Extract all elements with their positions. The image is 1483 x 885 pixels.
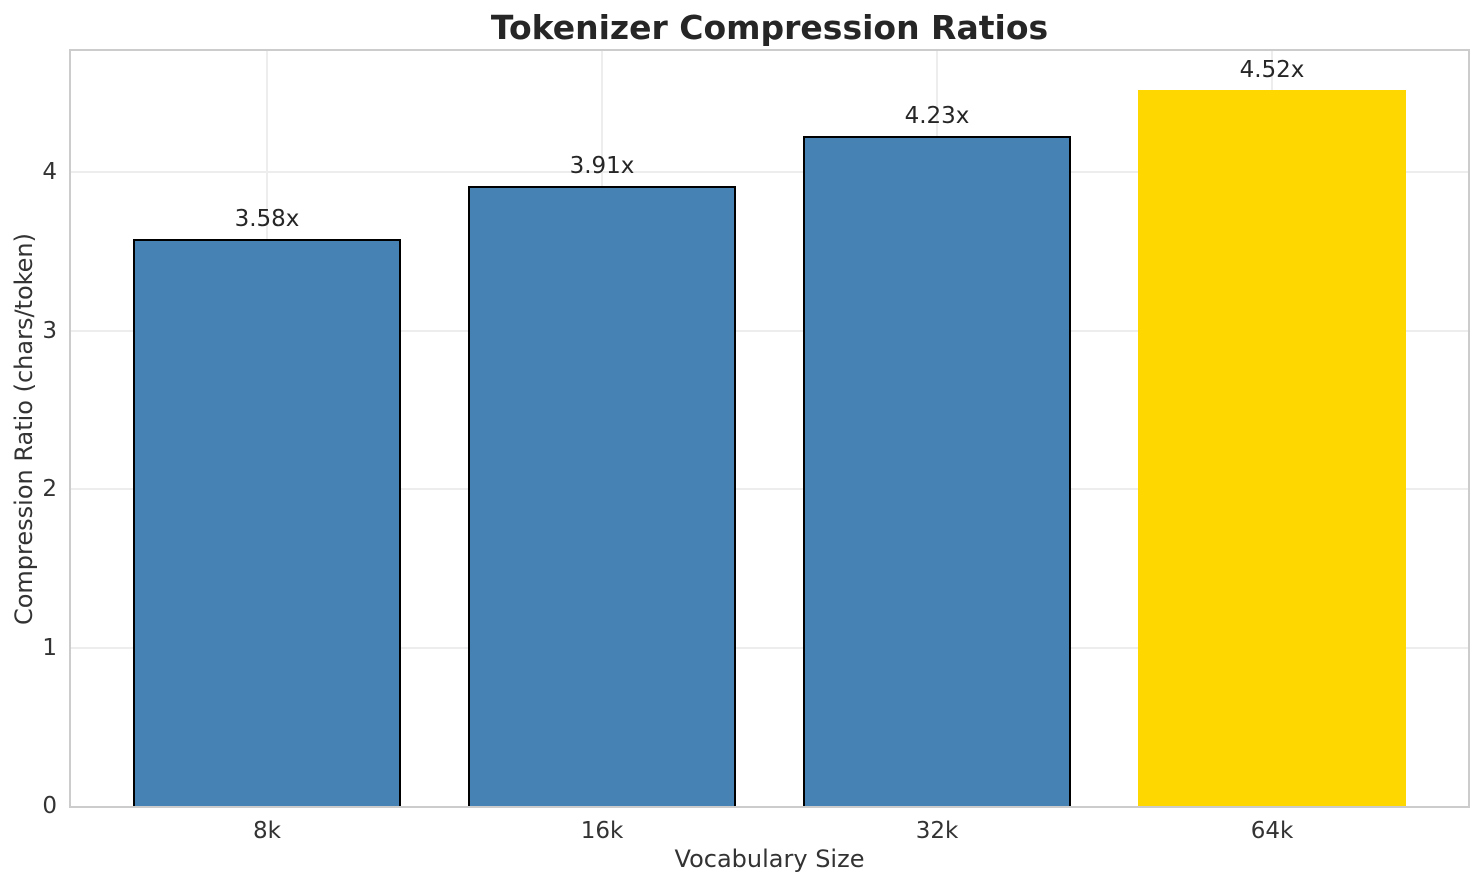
bar [133, 239, 401, 806]
plot-area: 3.58x 3.91x 4.23x 4.52x [69, 49, 1470, 808]
gridline-horizontal [71, 329, 1468, 332]
y-tick-label: 2 [42, 476, 57, 503]
gridline-horizontal [71, 488, 1468, 491]
x-tick-label: 8k [253, 818, 281, 844]
bar-value-label: 4.52x [1239, 57, 1305, 83]
bar [468, 186, 736, 806]
bar [803, 136, 1071, 806]
gridline-horizontal [71, 646, 1468, 649]
bar [1138, 90, 1406, 806]
gridline-horizontal [71, 171, 1468, 174]
x-tick-label: 16k [580, 818, 624, 844]
y-tick-label: 3 [42, 317, 57, 344]
y-tick-label: 1 [42, 634, 57, 661]
y-axis-label: Compression Ratio (chars/token) [10, 232, 38, 626]
bar-value-label: 3.91x [569, 153, 635, 179]
x-axis-label: Vocabulary Size [674, 845, 865, 873]
bar-value-label: 4.23x [904, 103, 970, 129]
bar-value-label: 3.58x [234, 206, 300, 232]
chart-title: Tokenizer Compression Ratios [490, 8, 1049, 47]
x-tick-label: 64k [1250, 818, 1294, 844]
y-tick-label: 4 [42, 159, 57, 186]
x-tick-label: 32k [915, 818, 959, 844]
y-tick-label: 0 [42, 793, 57, 819]
